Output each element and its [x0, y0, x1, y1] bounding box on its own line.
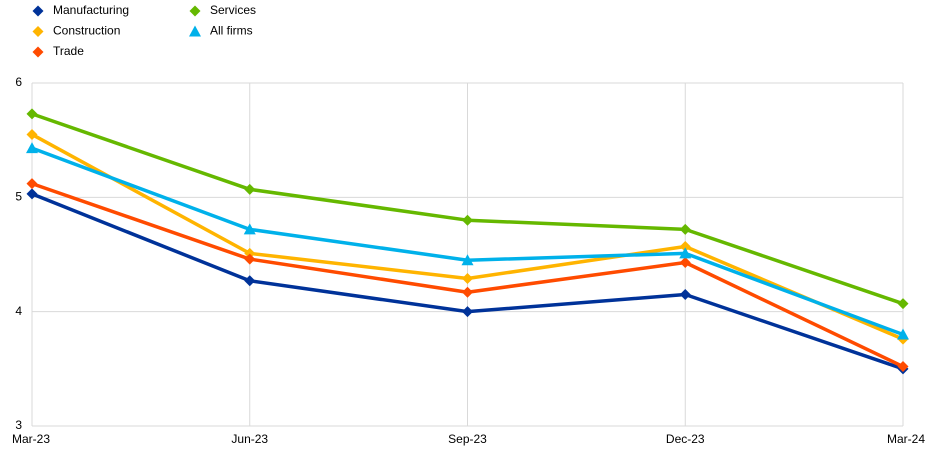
- data-point: [462, 273, 473, 285]
- data-point: [897, 328, 909, 340]
- legend-marker: [32, 5, 44, 17]
- data-point: [461, 254, 474, 266]
- legend-marker: [189, 25, 201, 37]
- data-point: [679, 257, 691, 269]
- data-point: [679, 289, 691, 301]
- x-tick-label: Jun-23: [231, 432, 268, 446]
- data-point: [244, 275, 256, 287]
- data-point: [26, 188, 38, 200]
- data-point: [462, 306, 473, 318]
- y-tick-label: 4: [15, 304, 22, 318]
- data-point: [244, 183, 256, 195]
- legend-label: Trade: [53, 44, 84, 58]
- legend-label: Manufacturing: [53, 3, 129, 17]
- data-point: [462, 214, 473, 226]
- legend-marker: [32, 26, 44, 37]
- data-point: [26, 142, 38, 154]
- legend-label: Services: [210, 3, 256, 17]
- data-point: [243, 223, 256, 235]
- x-tick-label: Mar-23: [12, 432, 50, 446]
- data-point: [897, 298, 909, 310]
- data-point: [244, 247, 256, 259]
- legend-label: All firms: [210, 24, 253, 38]
- data-point: [897, 361, 909, 373]
- legend-marker: [189, 5, 201, 17]
- data-point: [26, 108, 38, 120]
- legend-label: Construction: [53, 24, 120, 38]
- data-point: [244, 253, 256, 265]
- x-tick-label: Sep-23: [448, 432, 487, 446]
- y-tick-label: 6: [15, 75, 22, 89]
- data-point: [679, 223, 691, 235]
- data-point: [26, 178, 38, 190]
- data-point: [679, 240, 691, 252]
- x-tick-label: Dec-23: [666, 432, 705, 446]
- x-tick-label: Mar-24: [887, 432, 925, 446]
- legend-marker: [32, 46, 44, 58]
- data-point: [679, 247, 692, 259]
- data-point: [26, 128, 38, 140]
- data-point: [462, 286, 473, 298]
- y-tick-label: 5: [15, 190, 22, 204]
- y-tick-label: 3: [15, 418, 22, 432]
